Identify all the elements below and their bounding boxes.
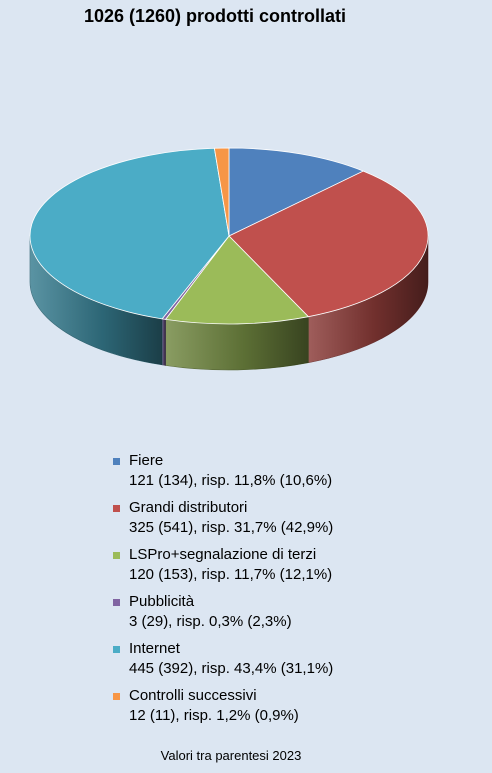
legend-swatch: [113, 599, 120, 606]
legend-item-fiere: Fiere 121 (134), risp. 11,8% (10,6%): [113, 452, 473, 499]
legend-value: 121 (134), risp. 11,8% (10,6%): [129, 472, 333, 489]
legend-swatch: [113, 552, 120, 559]
legend-item-grandi-distributori: Grandi distributori 325 (541), risp. 31,…: [113, 499, 473, 546]
legend-swatch: [113, 458, 120, 465]
pie-slice-fiere: [228, 147, 365, 237]
legend-label: Controlli successivi: [129, 687, 257, 704]
pie-chart: [29, 147, 429, 371]
legend-label: Pubblicità: [129, 593, 195, 610]
pie-top-faces: [29, 147, 429, 325]
legend-label: Internet: [129, 640, 180, 657]
legend-item-pubblicita: Pubblicità 3 (29), risp. 0,3% (2,3%): [113, 593, 473, 640]
legend-value: 325 (541), risp. 31,7% (42,9%): [129, 519, 334, 536]
pie-side-shade-lspro-segnalazione-di-terzi: [165, 316, 309, 370]
legend-value: 120 (153), risp. 11,7% (12,1%): [129, 566, 333, 583]
legend-label: Grandi distributori: [129, 499, 248, 516]
legend: Fiere 121 (134), risp. 11,8% (10,6%) Gra…: [113, 452, 473, 734]
legend-item-internet: Internet 445 (392), risp. 43,4% (31,1%): [113, 640, 473, 687]
legend-value: 445 (392), risp. 43,4% (31,1%): [129, 660, 334, 677]
pie-slice-internet: [29, 147, 230, 320]
legend-item-lspro: LSPro+segnalazione di terzi 120 (153), r…: [113, 546, 473, 593]
legend-label: LSPro+segnalazione di terzi: [129, 546, 317, 563]
pie-side-shade-pubblicita: [162, 318, 166, 366]
pie-slice-controlli-successivi: [213, 147, 230, 237]
legend-item-controlli-successivi: Controlli successivi 12 (11), risp. 1,2%…: [113, 687, 473, 734]
legend-swatch: [113, 693, 120, 700]
legend-label: Fiere: [129, 452, 164, 469]
legend-swatch: [113, 646, 120, 653]
pie-side-shade-internet: [30, 236, 163, 365]
legend-value: 3 (29), risp. 0,3% (2,3%): [129, 613, 292, 630]
legend-value: 12 (11), risp. 1,2% (0,9%): [129, 707, 299, 724]
pie-slice-grandi-distributori: [228, 170, 429, 318]
pie-slice-lspro-segnalazione-di-terzi: [164, 235, 310, 325]
legend-swatch: [113, 505, 120, 512]
footnote: Valori tra parentesi 2023: [160, 748, 302, 763]
chart-title: 1026 (1260) prodotti controllati: [83, 6, 347, 26]
